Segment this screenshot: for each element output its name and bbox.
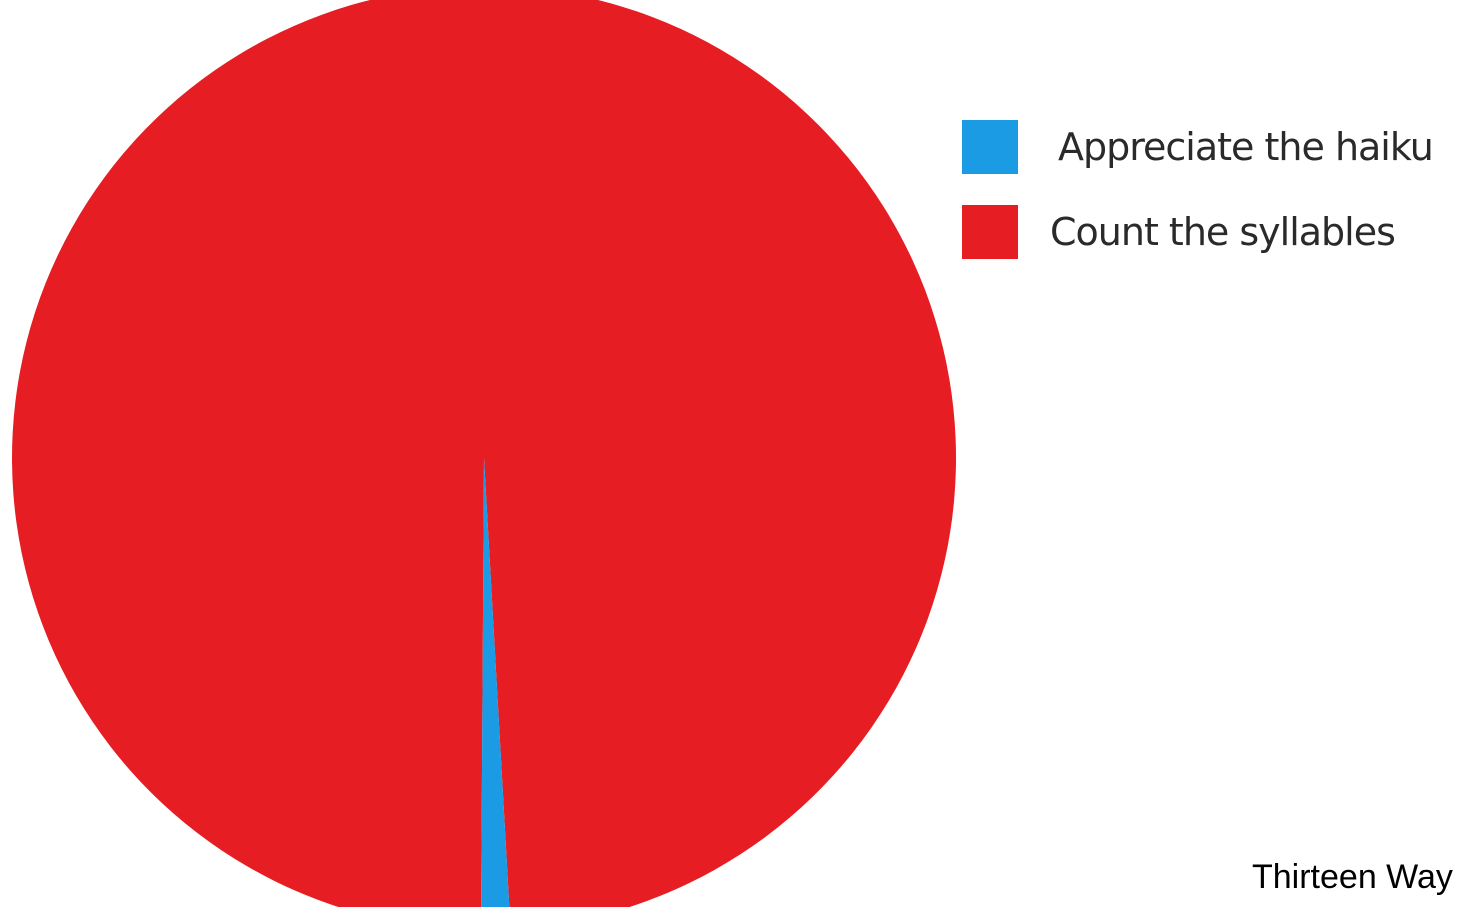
- pie-slice-count-the-syllables: [12, 0, 956, 907]
- legend-swatch-count: [962, 205, 1018, 259]
- legend-swatch-appreciate: [962, 120, 1018, 174]
- pie-slice-appreciate-the-haiku: [481, 458, 510, 907]
- legend-label-count: Count the syllables: [1050, 210, 1396, 254]
- caption-text: Thirteen Way: [1252, 858, 1453, 896]
- legend-item-count: Count the syllables: [962, 205, 1396, 259]
- pie-chart: [12, 0, 956, 907]
- legend-label-appreciate: Appreciate the haiku: [1058, 125, 1434, 169]
- legend-item-appreciate: Appreciate the haiku: [962, 120, 1434, 174]
